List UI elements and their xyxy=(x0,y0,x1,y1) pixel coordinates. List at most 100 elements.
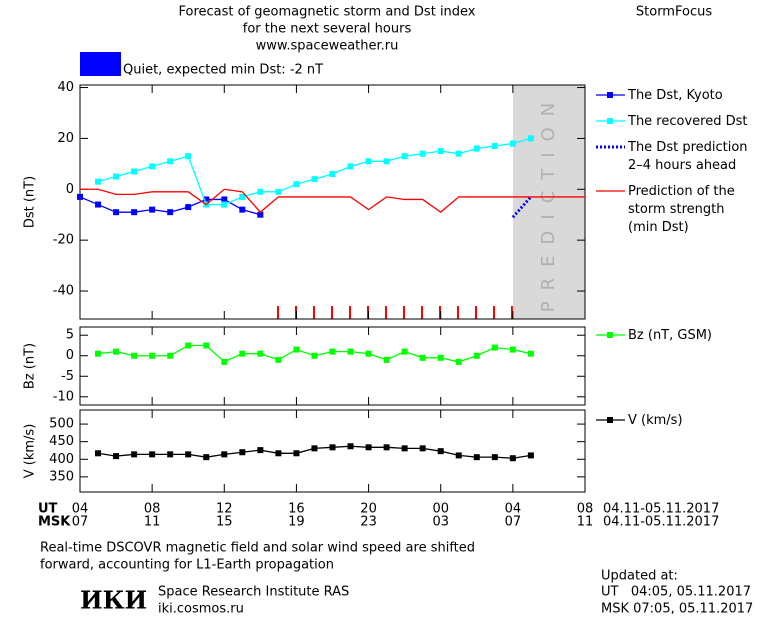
legend-label: Bz (nT, GSM) xyxy=(628,328,712,343)
y-tick-label: -40 xyxy=(53,284,74,299)
data-point xyxy=(113,209,120,216)
plot-frame xyxy=(79,326,586,406)
x-tick-label-msk: 11 xyxy=(144,515,161,530)
institute: Space Research Institute RAS xyxy=(158,585,349,600)
data-point xyxy=(437,354,444,361)
data-point xyxy=(185,204,192,211)
data-point xyxy=(131,451,138,458)
data-point xyxy=(491,454,498,461)
data-point xyxy=(401,445,408,452)
data-point xyxy=(473,454,480,461)
data-point xyxy=(95,450,102,457)
series-line xyxy=(511,195,533,219)
data-point xyxy=(311,445,318,452)
data-point xyxy=(347,348,354,355)
data-point xyxy=(185,342,192,349)
title-line: Forecast of geomagnetic storm and Dst in… xyxy=(178,5,475,20)
y-tick-label: 350 xyxy=(49,469,74,484)
series-line xyxy=(97,137,532,206)
data-point xyxy=(167,209,174,216)
legend-marker xyxy=(607,92,613,98)
legend-label: The Dst, Kyoto xyxy=(627,88,723,103)
data-point xyxy=(275,450,282,457)
data-point xyxy=(95,201,102,208)
data-point xyxy=(491,143,498,150)
data-point xyxy=(203,342,210,349)
data-point xyxy=(131,168,138,175)
data-point xyxy=(527,350,534,357)
data-point xyxy=(185,451,192,458)
data-point xyxy=(491,344,498,351)
y-tick-label: 0 xyxy=(66,348,74,363)
legend-label-line: The Dst, Kyoto xyxy=(627,88,723,103)
data-point xyxy=(347,443,354,450)
legend-label: The recovered Dst xyxy=(627,114,747,129)
x-tick-label: 00 xyxy=(432,502,449,517)
data-point xyxy=(167,451,174,458)
prediction-zone xyxy=(512,85,585,319)
data-point xyxy=(437,448,444,455)
data-point xyxy=(473,352,480,359)
y-tick-label: -20 xyxy=(53,233,74,248)
x-tick-label: 08 xyxy=(144,502,161,517)
data-point xyxy=(257,188,264,195)
data-point xyxy=(275,188,282,195)
y-tick-label: 500 xyxy=(49,417,74,432)
data-point xyxy=(293,181,300,188)
data-point xyxy=(293,346,300,353)
y-tick-label: 5 xyxy=(66,328,74,343)
data-point xyxy=(365,444,372,451)
data-point xyxy=(239,449,246,456)
legend-label-line: Prediction of the xyxy=(628,184,735,199)
x-tick-label-msk: 03 xyxy=(432,515,449,530)
x-tick-label-msk: 15 xyxy=(216,515,233,530)
quiet-box xyxy=(80,52,121,76)
data-point xyxy=(347,163,354,170)
data-point xyxy=(77,193,83,200)
x-tick-label-msk: 23 xyxy=(360,515,377,530)
data-point xyxy=(311,176,318,183)
data-point xyxy=(239,193,246,200)
data-point xyxy=(329,171,336,178)
data-point xyxy=(149,352,156,359)
data-point xyxy=(527,135,534,142)
legend-label-line: The Dst prediction xyxy=(627,140,748,155)
data-point xyxy=(149,163,156,170)
data-point xyxy=(419,150,426,157)
data-point xyxy=(293,450,300,457)
y-axis-label: Bz (nT) xyxy=(23,343,38,389)
legend-label-line: V (km/s) xyxy=(628,413,683,428)
data-point xyxy=(113,453,120,460)
data-point xyxy=(455,358,462,365)
data-point xyxy=(257,447,264,454)
data-point xyxy=(149,451,156,458)
legend-label-line: Bz (nT, GSM) xyxy=(628,328,712,343)
data-point xyxy=(419,354,426,361)
data-point xyxy=(365,350,372,357)
data-point xyxy=(419,445,426,452)
data-point xyxy=(95,178,102,185)
data-point xyxy=(131,352,138,359)
x-tick-label-msk: 07 xyxy=(72,515,89,530)
data-point xyxy=(455,452,462,459)
title-line: for the next several hours xyxy=(243,22,412,37)
updated-label: Updated at: xyxy=(601,569,678,584)
legend-label-line: storm strength xyxy=(628,202,725,217)
date-range: 04.11-05.11.2017 xyxy=(603,515,719,530)
data-point xyxy=(221,451,228,458)
legend-label-line: The recovered Dst xyxy=(627,114,747,129)
data-point xyxy=(311,352,318,359)
data-point xyxy=(473,145,480,152)
legend-marker xyxy=(607,417,613,423)
footer-note: forward, accounting for L1-Earth propaga… xyxy=(40,558,334,573)
data-point xyxy=(167,158,174,165)
y-axis-label: V (km/s) xyxy=(23,424,38,479)
y-tick-label: 20 xyxy=(57,131,74,146)
data-point xyxy=(383,444,390,451)
y-tick-label: -10 xyxy=(53,389,74,404)
data-point xyxy=(95,350,102,357)
legend-label: Prediction of the storm strength (min Dst) xyxy=(628,184,735,235)
data-point xyxy=(257,350,264,357)
data-point xyxy=(509,140,516,147)
